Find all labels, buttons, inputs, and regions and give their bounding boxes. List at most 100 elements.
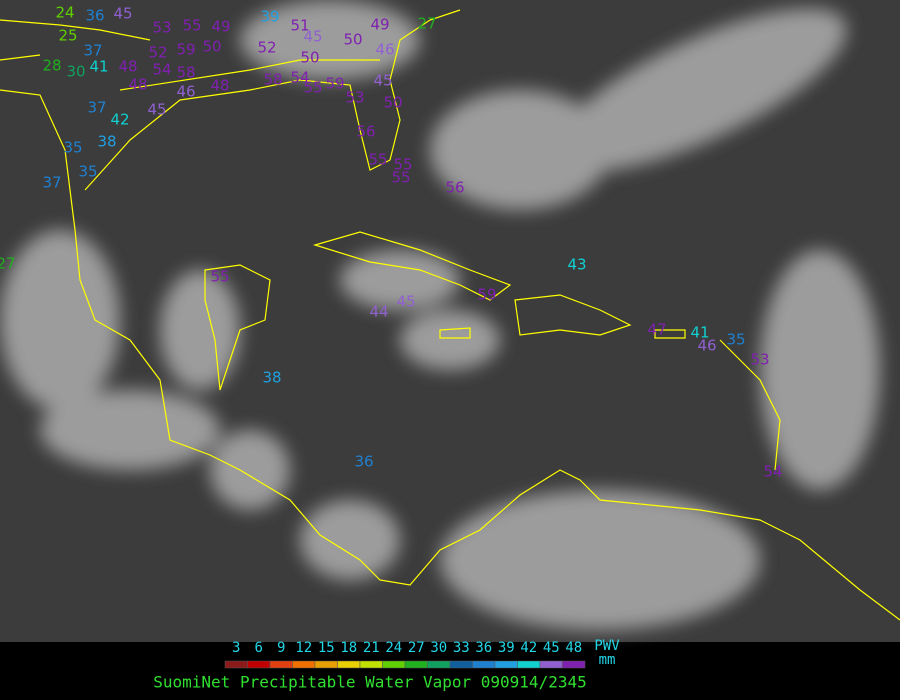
color-swatch [337, 660, 361, 669]
station-value: 46 [697, 337, 716, 355]
station-value: 59 [176, 41, 195, 59]
station-value: 37 [83, 42, 102, 60]
station-value: 50 [300, 49, 319, 67]
coastlines [0, 9, 900, 621]
station-value: 45 [373, 72, 392, 90]
color-swatch [247, 660, 271, 669]
station-value: 53 [750, 351, 769, 369]
station-value: 50 [383, 94, 402, 112]
legend-tick-label: 21 [363, 640, 380, 656]
station-value: 48 [210, 77, 229, 95]
color-swatch [539, 660, 563, 669]
color-swatch [292, 660, 316, 669]
station-value: 55 [393, 156, 412, 174]
legend-tick-label: 36 [475, 640, 492, 656]
station-value: 35 [63, 139, 82, 157]
station-value: 55 [210, 268, 229, 286]
station-value: 47 [647, 321, 666, 339]
station-value: 39 [260, 8, 279, 26]
station-value: 46 [375, 41, 394, 59]
station-value: 59 [325, 75, 344, 93]
color-swatch [517, 660, 541, 669]
color-swatch [359, 660, 383, 669]
station-value: 53 [152, 19, 171, 37]
station-value: 45 [147, 101, 166, 119]
color-swatch [224, 660, 248, 669]
station-value: 30 [66, 63, 85, 81]
station-value: 37 [42, 174, 61, 192]
station-value: 28 [42, 57, 61, 75]
station-value: 54 [763, 463, 782, 481]
station-value: 25 [58, 27, 77, 45]
station-value: 36 [85, 7, 104, 25]
legend-tick-label: 3 [232, 640, 240, 656]
station-value: 24 [55, 4, 74, 22]
station-value: 37 [87, 99, 106, 117]
color-swatch [472, 660, 496, 669]
station-value: 53 [345, 89, 364, 107]
station-value: 38 [97, 133, 116, 151]
station-value: 52 [257, 39, 276, 57]
station-value: 43 [567, 256, 586, 274]
station-value: 49 [370, 16, 389, 34]
legend-tick-label: 42 [520, 640, 537, 656]
color-swatch [382, 660, 406, 669]
station-value: 54 [290, 69, 309, 87]
station-value: 45 [113, 5, 132, 23]
station-value: 41 [89, 58, 108, 76]
station-value: 52 [148, 44, 167, 62]
station-value: 36 [354, 453, 373, 471]
legend-tick-label: 9 [277, 640, 285, 656]
legend-tick-label: 24 [385, 640, 402, 656]
station-value: 50 [202, 38, 221, 56]
station-value: 45 [396, 293, 415, 311]
legend-tick-label: 6 [255, 640, 263, 656]
legend-tick-label: 30 [430, 640, 447, 656]
legend-unit: PWV [594, 638, 620, 654]
legend-tick-label: 15 [318, 640, 335, 656]
legend-tick-label: 12 [295, 640, 312, 656]
station-value: 56 [356, 123, 375, 141]
station-value: 46 [176, 83, 195, 101]
station-value: 35 [78, 163, 97, 181]
color-swatch [404, 660, 428, 669]
station-value: 42 [110, 111, 129, 129]
station-value: 49 [211, 18, 230, 36]
color-swatch [449, 660, 473, 669]
station-value: 51 [290, 17, 309, 35]
station-value: 55 [391, 169, 410, 187]
station-value: 38 [262, 369, 281, 387]
station-value: 55 [303, 79, 322, 97]
legend-tick-label: 33 [453, 640, 470, 656]
station-value: 48 [128, 76, 147, 94]
station-value: 35 [726, 331, 745, 349]
legend-tick-label: 39 [498, 640, 515, 656]
legend-tick-label: 48 [565, 640, 582, 656]
station-value: 48 [118, 58, 137, 76]
station-value: 55 [368, 151, 387, 169]
clouds [0, 0, 880, 630]
station-value: 59 [477, 286, 496, 304]
station-value: 44 [369, 303, 388, 321]
title: SuomiNet Precipitable Water Vapor 090914… [153, 673, 586, 692]
color-swatch [494, 660, 518, 669]
station-value: 41 [690, 324, 709, 342]
station-value: 55 [182, 17, 201, 35]
station-value: 27 [0, 255, 16, 273]
legend-tick-label: 18 [340, 640, 357, 656]
station-value: 58 [263, 71, 282, 89]
color-swatch [314, 660, 338, 669]
legend-tick-label: 27 [408, 640, 425, 656]
station-value: 27 [417, 15, 436, 33]
station-value: 58 [176, 64, 195, 82]
legend-unit: mm [599, 652, 616, 668]
color-swatch [427, 660, 451, 669]
color-swatch [269, 660, 293, 669]
station-value: 54 [152, 61, 171, 79]
station-value: 45 [303, 28, 322, 46]
station-value: 56 [445, 179, 464, 197]
station-value: 50 [343, 31, 362, 49]
